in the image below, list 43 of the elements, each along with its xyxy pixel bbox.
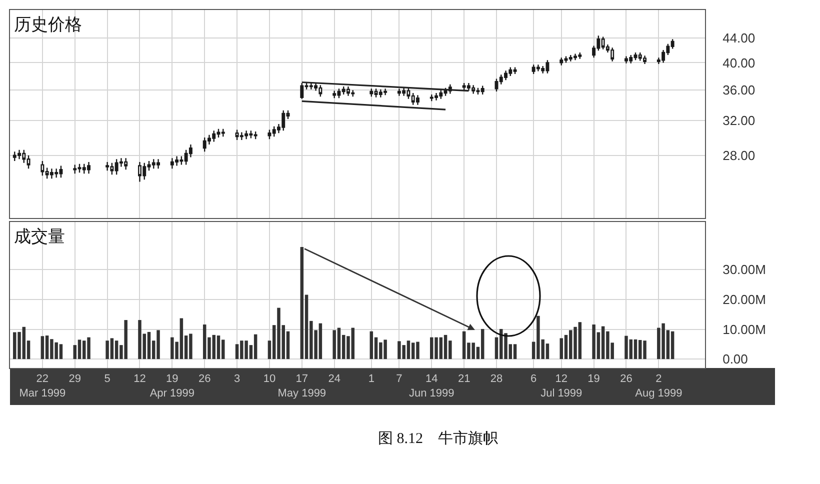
x-tick-label: 28 bbox=[490, 373, 503, 386]
x-tick-label: 6 bbox=[530, 373, 537, 386]
x-tick-label: 14 Jun 1999 bbox=[408, 373, 454, 400]
candlestick bbox=[221, 128, 225, 138]
x-tick-label: 26 bbox=[620, 373, 632, 386]
x-tick-label: 17 May 1999 bbox=[278, 373, 326, 400]
y-tick-label: 20.00M bbox=[722, 292, 766, 308]
candlestick bbox=[332, 90, 336, 99]
x-tick-label: 7 bbox=[396, 373, 402, 386]
x-tick-label: 22 Mar 1999 bbox=[19, 373, 66, 400]
y-tick-label: 0.00 bbox=[722, 352, 748, 367]
y-tick-label: 44.00 bbox=[722, 30, 756, 46]
y-tick-label: 10.00M bbox=[722, 322, 766, 337]
bar bbox=[670, 331, 674, 360]
x-tick-label: 12 bbox=[134, 373, 146, 386]
x-tick-label: 5 bbox=[104, 373, 110, 386]
bar bbox=[513, 344, 517, 360]
bar bbox=[254, 334, 258, 360]
x-tick-label: 19 Apr 1999 bbox=[150, 373, 194, 400]
chart-title: 成交量 bbox=[14, 227, 65, 246]
x-tick-label: 12 Jul 1999 bbox=[540, 373, 582, 400]
y-tick-label: 36.00 bbox=[722, 82, 756, 98]
caption: 图 8.12 牛市旗帜 bbox=[378, 430, 498, 447]
x-tick-label: 2 Aug 1999 bbox=[635, 373, 682, 400]
bar bbox=[370, 331, 374, 360]
bar bbox=[480, 328, 484, 360]
candlestick bbox=[106, 161, 110, 172]
x-tick-label: 26 bbox=[198, 373, 211, 386]
x-tick-label: 1 bbox=[368, 373, 374, 386]
candlestick bbox=[73, 164, 77, 174]
x-tick-label: 19 bbox=[588, 373, 600, 386]
x-tick-label: 24 bbox=[328, 373, 340, 386]
y-tick-label: 32.00 bbox=[722, 113, 756, 128]
bar bbox=[40, 336, 44, 360]
candlestick bbox=[560, 56, 564, 66]
x-tick-label: 29 bbox=[68, 373, 81, 386]
x-tick-label: 10 bbox=[263, 373, 276, 386]
y-tick-label: 28.00 bbox=[722, 148, 756, 163]
y-tick-label: 40.00 bbox=[722, 55, 756, 70]
chart-title: 历史价格 bbox=[14, 15, 82, 34]
y-tick-label: 30.00M bbox=[722, 262, 766, 278]
x-tick-label: 21 bbox=[458, 373, 470, 386]
x-tick-label: 3 bbox=[234, 373, 240, 386]
